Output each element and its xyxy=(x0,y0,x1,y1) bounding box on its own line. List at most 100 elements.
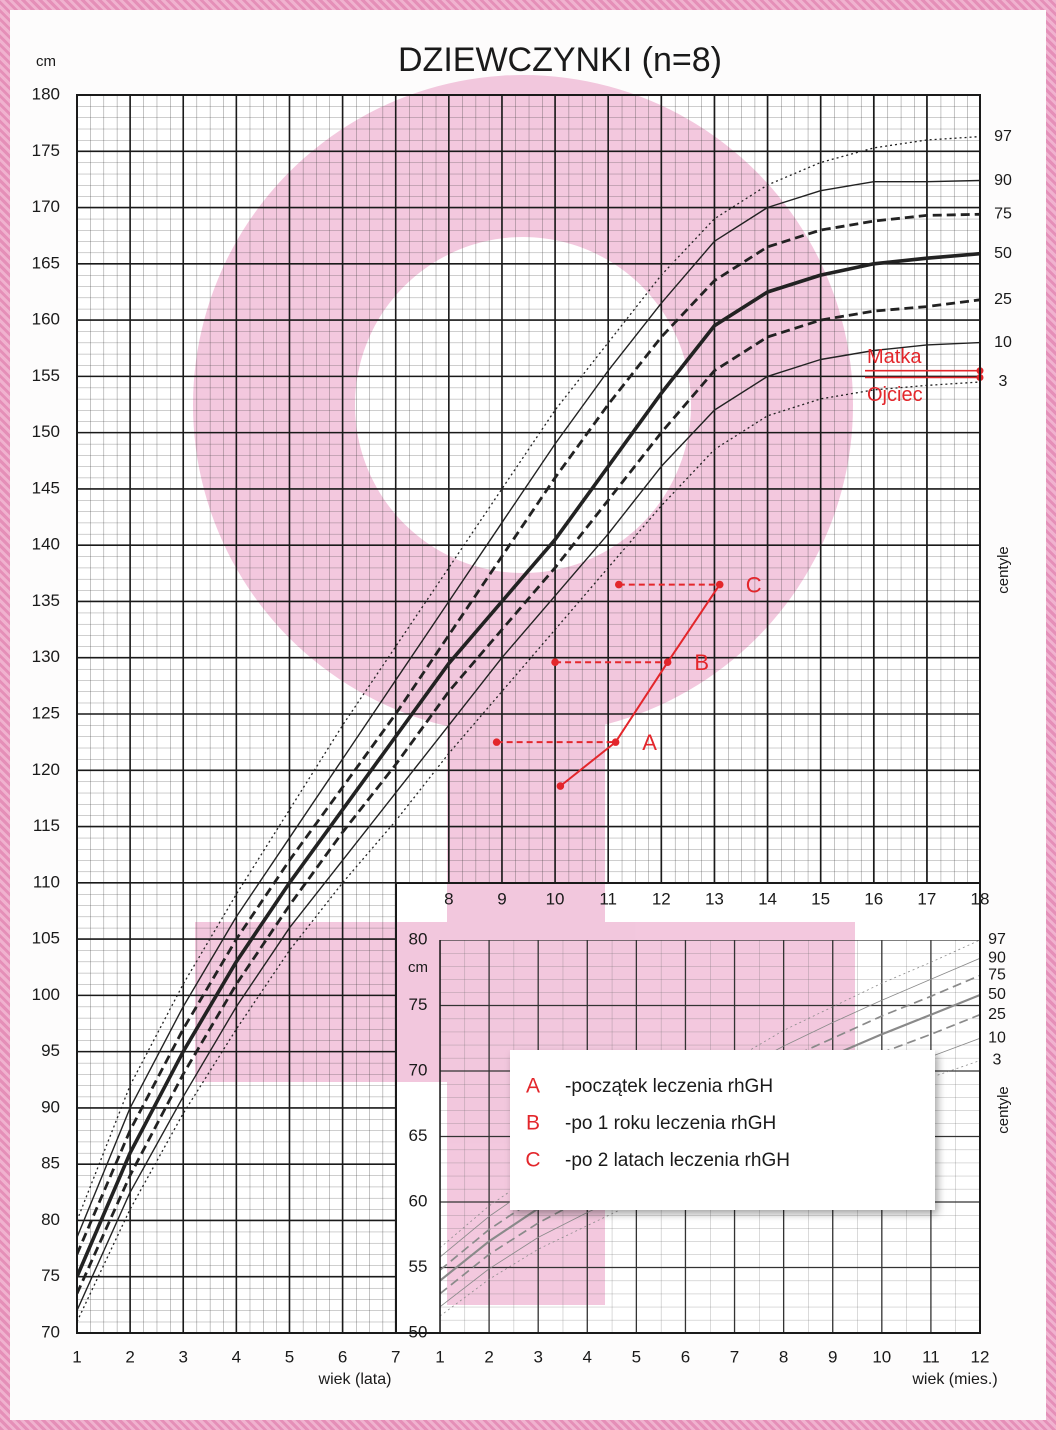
x-tick-label: 7 xyxy=(730,1347,739,1366)
y-tick-label: 105 xyxy=(32,929,60,948)
y-tick-label: 80 xyxy=(41,1210,60,1229)
y-tick-label: 60 xyxy=(409,1191,428,1210)
x-tick-label: 14 xyxy=(758,889,777,908)
x-tick-label: 1 xyxy=(72,1347,81,1366)
x-tick-label: 6 xyxy=(338,1347,347,1366)
legend-text: -po 2 latach leczenia rhGH xyxy=(565,1150,790,1171)
series-label: 90 xyxy=(994,172,1012,189)
x-tick-label: 5 xyxy=(632,1347,641,1366)
x-tick-label: 8 xyxy=(779,1347,788,1366)
series-label: 97 xyxy=(988,931,1006,948)
x-tick-label: 2 xyxy=(125,1347,134,1366)
series-label: 97 xyxy=(994,128,1012,145)
legend-key: B xyxy=(526,1112,540,1135)
x-tick-label: 9 xyxy=(828,1347,837,1366)
x-tick-label: 10 xyxy=(546,889,565,908)
chart-title: DZIEWCZYNKI (n=8) xyxy=(398,41,722,79)
right-axis-label: centyle xyxy=(995,546,1012,594)
legend-key: A xyxy=(526,1075,540,1098)
y-tick-label: 130 xyxy=(32,647,60,666)
y-tick-label: 140 xyxy=(32,535,60,554)
inset-x-axis-label: wiek (mies.) xyxy=(911,1371,997,1388)
y-tick-label: 160 xyxy=(32,310,60,329)
legend-key: C xyxy=(525,1149,540,1172)
x-tick-label: 15 xyxy=(811,889,830,908)
x-tick-label: 4 xyxy=(583,1347,592,1366)
x-tick-label: 7 xyxy=(391,1347,400,1366)
y-tick-label: 90 xyxy=(41,1097,60,1116)
series-label: 75 xyxy=(988,967,1006,984)
chart-sheet: 7075808590951001051101151201251301351401… xyxy=(0,0,1056,1430)
bone-age-point xyxy=(493,738,501,746)
legend: A -początek leczenia rhGH B -po 1 roku lecz… xyxy=(510,1050,935,1210)
y-tick-label: 120 xyxy=(32,760,60,779)
patient-point xyxy=(664,658,672,666)
series-label: 25 xyxy=(988,1006,1006,1023)
y-tick-label: 180 xyxy=(32,84,60,103)
y-tick-label: 65 xyxy=(409,1126,428,1145)
y-tick-label: 55 xyxy=(409,1257,428,1276)
y-tick-label: 95 xyxy=(41,1041,60,1060)
x-tick-label: 5 xyxy=(285,1347,294,1366)
series-label: 50 xyxy=(994,245,1012,262)
y-axis-label: cm xyxy=(36,53,56,70)
x-tick-label: 16 xyxy=(864,889,883,908)
x-axis-label: wiek (lata) xyxy=(318,1371,392,1388)
y-tick-label: 110 xyxy=(33,872,60,891)
series-label: 25 xyxy=(994,291,1012,308)
y-tick-label: 170 xyxy=(32,197,60,216)
legend-text: -początek leczenia rhGH xyxy=(565,1076,773,1097)
inset-y-axis-label: cm xyxy=(408,959,428,976)
series-label: 90 xyxy=(988,950,1006,967)
y-tick-label: 70 xyxy=(409,1060,428,1079)
y-tick-label: 135 xyxy=(32,591,60,610)
parent-label: Matka xyxy=(867,346,922,368)
series-label: 3 xyxy=(999,373,1008,390)
y-tick-label: 150 xyxy=(32,422,60,441)
bone-age-point xyxy=(551,658,559,666)
x-tick-label: 12 xyxy=(971,1347,990,1366)
patient-point xyxy=(612,738,620,746)
y-tick-label: 125 xyxy=(32,703,60,722)
patient-point xyxy=(557,782,565,790)
series-label: 3 xyxy=(993,1052,1002,1069)
legend-text: -po 1 roku leczenia rhGH xyxy=(565,1113,776,1134)
x-tick-label: 11 xyxy=(922,1347,940,1366)
y-tick-label: 85 xyxy=(41,1154,60,1173)
x-tick-label: 12 xyxy=(652,889,671,908)
x-tick-label: 3 xyxy=(533,1347,542,1366)
series-label: 75 xyxy=(994,206,1012,223)
y-tick-label: 70 xyxy=(41,1322,60,1341)
x-tick-label: 1 xyxy=(435,1347,444,1366)
inset-right-axis-label: centyle xyxy=(995,1086,1012,1134)
parent-label: Ojciec xyxy=(867,384,923,406)
x-tick-label: 6 xyxy=(681,1347,690,1366)
y-tick-label: 115 xyxy=(33,816,60,835)
series-label: 50 xyxy=(988,986,1006,1003)
series-label: 10 xyxy=(994,334,1012,351)
series-label: 10 xyxy=(988,1029,1006,1046)
x-tick-label: 17 xyxy=(917,889,936,908)
x-tick-label: 4 xyxy=(232,1347,241,1366)
patient-point xyxy=(716,581,724,589)
y-tick-label: 155 xyxy=(32,366,60,385)
y-tick-label: 100 xyxy=(32,985,60,1004)
point-label: B xyxy=(694,650,709,675)
y-tick-label: 165 xyxy=(32,253,60,272)
x-tick-label: 2 xyxy=(484,1347,493,1366)
y-tick-label: 50 xyxy=(409,1322,428,1341)
x-tick-label: 11 xyxy=(599,889,617,908)
y-tick-label: 145 xyxy=(32,478,60,497)
x-tick-label: 10 xyxy=(872,1347,891,1366)
y-tick-label: 75 xyxy=(41,1266,60,1285)
bone-age-point xyxy=(615,581,623,589)
point-label: A xyxy=(642,730,657,755)
y-tick-label: 80 xyxy=(409,929,428,948)
y-tick-label: 175 xyxy=(32,141,60,160)
x-tick-label: 8 xyxy=(444,889,453,908)
x-tick-label: 13 xyxy=(705,889,724,908)
x-tick-label: 3 xyxy=(179,1347,188,1366)
point-label: C xyxy=(746,572,762,597)
y-tick-label: 75 xyxy=(409,995,428,1014)
x-tick-label: 9 xyxy=(497,889,506,908)
